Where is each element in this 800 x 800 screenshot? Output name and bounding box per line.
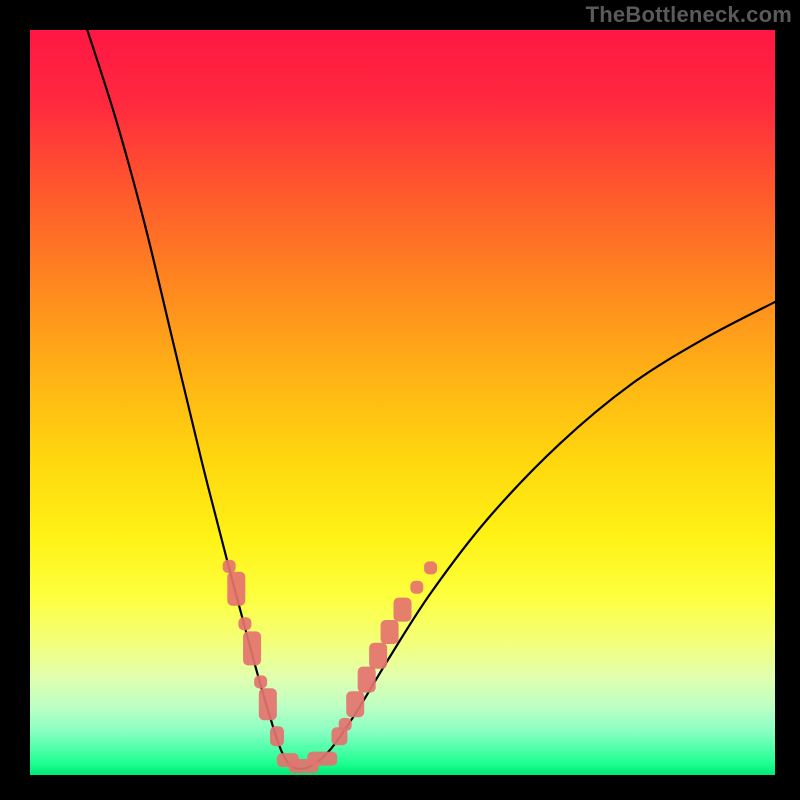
data-marker	[339, 718, 352, 731]
data-marker	[381, 620, 399, 644]
data-marker	[424, 561, 437, 574]
data-marker	[243, 631, 261, 665]
data-marker	[394, 598, 412, 622]
data-marker	[358, 667, 376, 693]
data-marker	[369, 643, 387, 669]
watermark-text: TheBottleneck.com	[586, 2, 792, 28]
data-marker	[223, 560, 236, 573]
data-marker	[270, 726, 284, 746]
plot-area	[30, 30, 775, 775]
data-marker	[346, 691, 364, 717]
data-marker	[307, 752, 337, 766]
data-marker	[227, 572, 245, 606]
gradient-background	[30, 30, 775, 775]
data-marker	[410, 581, 423, 594]
data-marker	[259, 688, 277, 720]
data-marker	[254, 675, 267, 688]
data-marker	[238, 617, 251, 630]
plot-svg	[30, 30, 775, 775]
chart-container: TheBottleneck.com	[0, 0, 800, 800]
